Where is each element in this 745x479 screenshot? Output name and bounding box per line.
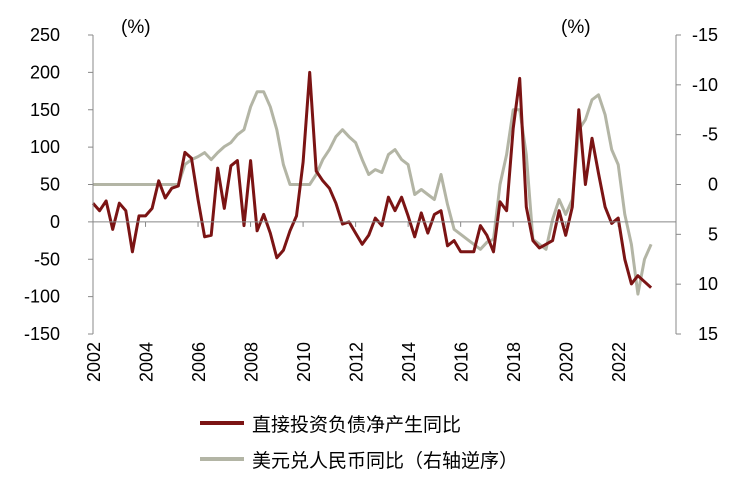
left-tick-label: 250 <box>30 25 60 45</box>
left-tick-label: 200 <box>30 62 60 82</box>
series-line-usdcny <box>93 90 653 296</box>
x-tick-label: 2010 <box>294 342 314 382</box>
right-tick-label: -15 <box>692 25 718 45</box>
left-tick-label: 150 <box>30 100 60 120</box>
left-tick-label: 0 <box>50 212 60 232</box>
series-layer <box>91 70 653 296</box>
right-axis: -15 -10 -5 0 5 10 15 <box>676 25 718 344</box>
legend-item-usdcny: 美元兑人民币同比（右轴逆序） <box>200 441 518 477</box>
x-tick-label: 2014 <box>399 342 419 382</box>
left-tick-label: 100 <box>30 137 60 157</box>
left-tick-label: 50 <box>40 175 60 195</box>
x-tick-label: 2008 <box>242 342 262 382</box>
x-tick-label: 2012 <box>347 342 367 382</box>
series-line-fdi <box>91 70 653 289</box>
legend-swatch-usdcny <box>200 457 244 461</box>
left-tick-label: -150 <box>24 324 60 344</box>
x-tick-label: 2018 <box>504 342 524 382</box>
left-tick-label: -50 <box>34 249 60 269</box>
x-tick-label: 2004 <box>137 342 157 382</box>
right-tick-label: -10 <box>692 75 718 95</box>
legend-swatch-fdi <box>200 421 244 425</box>
legend: 直接投资负债净产生同比 美元兑人民币同比（右轴逆序） <box>200 405 518 477</box>
left-axis-unit-label: (%) <box>121 17 151 38</box>
right-axis-unit-label: (%) <box>561 17 591 38</box>
right-tick-label: 15 <box>698 324 718 344</box>
right-tick-label: -5 <box>702 125 718 145</box>
legend-label-usdcny: 美元兑人民币同比（右轴逆序） <box>252 449 519 472</box>
x-tick-label: 2022 <box>609 342 629 382</box>
x-tick-label: 2002 <box>84 342 104 382</box>
right-tick-label: 5 <box>708 224 718 244</box>
legend-label-fdi: 直接投资负债净产生同比 <box>252 413 462 436</box>
right-tick-label: 0 <box>708 175 718 195</box>
x-axis: 2002 2004 2006 2008 2010 2012 2014 2016 2018 2020… <box>84 221 629 382</box>
x-tick-label: 2016 <box>452 342 472 382</box>
left-axis: 250 200 150 100 50 0 -50 -100 -150 <box>24 25 93 344</box>
x-tick-label: 2020 <box>557 342 577 382</box>
legend-item-fdi: 直接投资负债净产生同比 <box>200 405 518 441</box>
x-tick-label: 2006 <box>189 342 209 382</box>
right-tick-label: 10 <box>698 274 718 294</box>
left-tick-label: -100 <box>24 287 60 307</box>
